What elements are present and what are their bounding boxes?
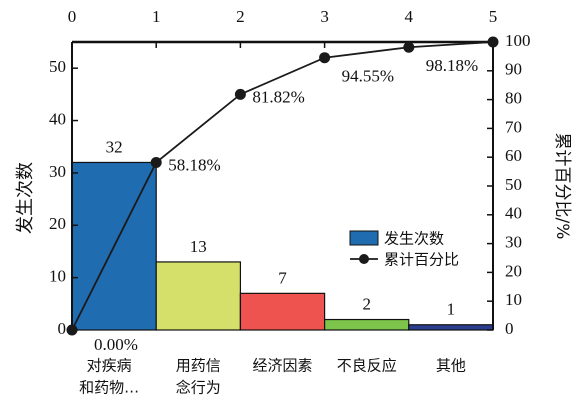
x-category-label: 用药信: [176, 357, 221, 375]
y2-tick-label: 0: [505, 319, 514, 338]
cumulative-point: [66, 324, 78, 336]
bar: [408, 324, 494, 331]
legend-swatch: [349, 230, 379, 246]
y-tick-label: 40: [49, 109, 66, 128]
cumulative-label: 58.18%: [168, 155, 220, 174]
bar-value-label: 2: [362, 294, 371, 313]
y-tick-label: 50: [49, 57, 66, 76]
cumulative-point: [319, 52, 331, 64]
bar-value-label: 1: [447, 300, 456, 319]
bar: [155, 261, 241, 331]
cumulative-line: [71, 41, 494, 331]
y-tick-label: 30: [49, 162, 66, 181]
x-category-label: 不良反应: [337, 357, 397, 375]
cumulative-label: 94.55%: [342, 67, 394, 86]
cumulative-point: [403, 41, 415, 53]
y2-axis-label: 累计百分比/%: [552, 133, 572, 240]
cumulative-point: [150, 156, 162, 168]
y2-tick-label: 70: [505, 117, 522, 136]
legend-label: 发生次数: [384, 230, 444, 248]
y2-tick-label: 30: [505, 233, 522, 252]
y2-tick-label: 60: [505, 146, 522, 165]
legend-label: 累计百分比: [384, 251, 459, 269]
x-tick-label: 3: [320, 7, 329, 26]
x-category-label: 和药物…: [79, 379, 139, 397]
x-tick-label: 5: [489, 7, 498, 26]
x-category-label: 经济因素: [252, 357, 312, 375]
y-axis-label: 发生次数: [15, 162, 36, 234]
bar-value-label: 7: [278, 268, 287, 287]
cumulative-point: [234, 88, 246, 100]
y2-tick-label: 100: [505, 31, 531, 50]
y-tick-label: 10: [49, 267, 66, 286]
bar: [239, 292, 326, 331]
x-tick-label: 1: [152, 7, 161, 26]
y2-tick-label: 20: [505, 261, 522, 280]
y2-tick-label: 90: [505, 60, 522, 79]
x-tick-label: 0: [68, 7, 77, 26]
cumulative-label: 98.18%: [426, 56, 478, 75]
cumulative-label: 0.00%: [94, 335, 138, 354]
y-tick-label: 20: [49, 214, 66, 233]
bar-value-label: 13: [190, 237, 207, 256]
x-tick-label: 2: [236, 7, 245, 26]
x-category-label: 念行为: [176, 379, 221, 397]
x-category-label: 其他: [436, 357, 466, 375]
y2-tick-label: 80: [505, 89, 522, 108]
y2-tick-label: 40: [505, 204, 522, 223]
x-tick-label: 4: [405, 7, 414, 26]
cumulative-point: [487, 36, 499, 48]
bar-value-label: 32: [106, 137, 123, 156]
cumulative-label: 81.82%: [252, 87, 304, 106]
legend-marker: [359, 254, 369, 264]
x-category-label: 对疾病: [87, 357, 132, 375]
y-tick-label: 0: [58, 319, 67, 338]
y2-tick-label: 50: [505, 175, 522, 194]
bar: [324, 318, 410, 331]
y2-tick-label: 10: [505, 290, 522, 309]
